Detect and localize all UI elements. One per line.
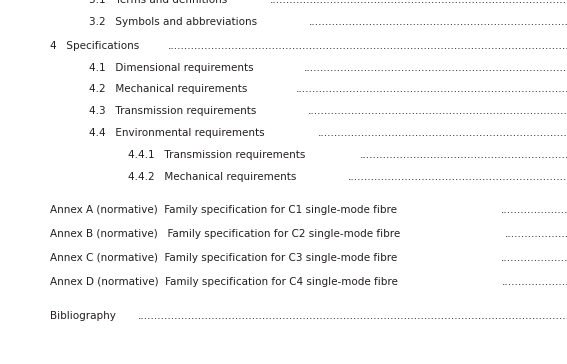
Text: 3.1   Terms and definitions: 3.1 Terms and definitions	[89, 0, 227, 5]
Text: ................................................................................: ........................................…	[308, 17, 567, 27]
Text: Annex D (normative)  Family specification for C4 single-mode fibre: Annex D (normative) Family specification…	[50, 277, 398, 287]
Text: 4.4   Environmental requirements: 4.4 Environmental requirements	[89, 128, 265, 138]
Text: ................................................................................: ........................................…	[138, 310, 567, 321]
Text: ................................................................................: ........................................…	[359, 150, 567, 160]
Text: ................................................................................: ........................................…	[296, 84, 567, 95]
Text: 4.4.2   Mechanical requirements: 4.4.2 Mechanical requirements	[128, 172, 296, 182]
Text: ................................................................................: ........................................…	[501, 205, 567, 215]
Text: ................................................................................: ........................................…	[501, 253, 567, 263]
Text: ................................................................................: ........................................…	[168, 41, 567, 51]
Text: Annex A (normative)  Family specification for C1 single-mode fibre: Annex A (normative) Family specification…	[50, 205, 397, 215]
Text: 4.4.1   Transmission requirements: 4.4.1 Transmission requirements	[128, 150, 305, 160]
Text: Annex C (normative)  Family specification for C3 single-mode fibre: Annex C (normative) Family specification…	[50, 253, 397, 263]
Text: ................................................................................: ........................................…	[270, 0, 567, 5]
Text: 4   Specifications: 4 Specifications	[50, 41, 139, 51]
Text: Bibliography: Bibliography	[50, 310, 116, 321]
Text: ................................................................................: ........................................…	[505, 229, 567, 239]
Text: ................................................................................: ........................................…	[304, 63, 567, 72]
Text: 4.3   Transmission requirements: 4.3 Transmission requirements	[89, 106, 256, 116]
Text: 4.1   Dimensional requirements: 4.1 Dimensional requirements	[89, 63, 253, 72]
Text: 4.2   Mechanical requirements: 4.2 Mechanical requirements	[89, 84, 247, 95]
Text: 3.2   Symbols and abbreviations: 3.2 Symbols and abbreviations	[89, 17, 257, 27]
Text: ................................................................................: ........................................…	[348, 172, 567, 182]
Text: ................................................................................: ........................................…	[502, 277, 567, 287]
Text: Annex B (normative)   Family specification for C2 single-mode fibre: Annex B (normative) Family specification…	[50, 229, 400, 239]
Text: ................................................................................: ........................................…	[318, 128, 567, 138]
Text: ................................................................................: ........................................…	[308, 106, 567, 116]
